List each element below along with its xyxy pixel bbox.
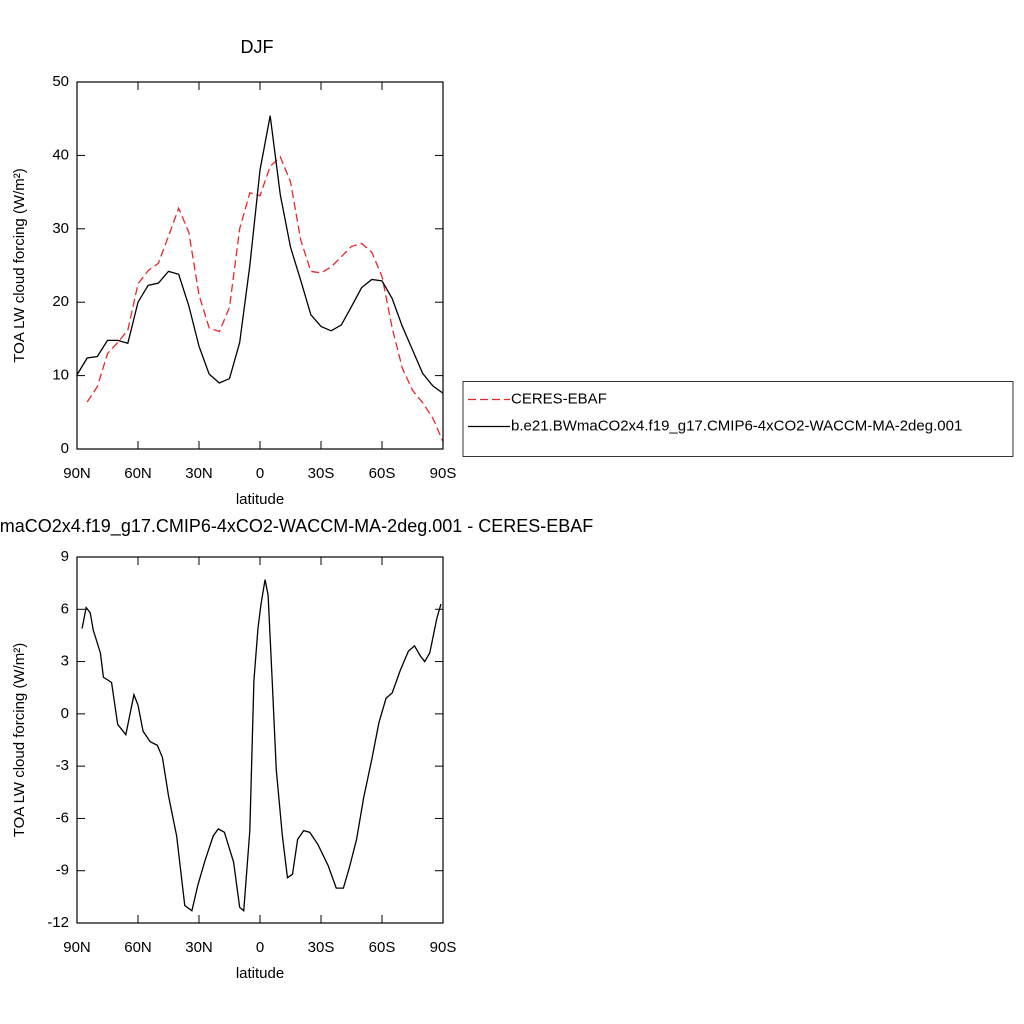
legend-label: b.e21.BWmaCO2x4.f19_g17.CMIP6-4xCO2-WACC… [511, 417, 962, 434]
x-tick-label: 60S [369, 465, 396, 482]
y-tick-label: 10 [52, 367, 69, 384]
y-tick-label: 6 [61, 600, 69, 617]
y-axis-label: TOA LW cloud forcing (W/m²) [11, 168, 28, 362]
plot-frame [76, 556, 444, 924]
y-tick-label: 9 [61, 548, 69, 565]
x-axis-label: latitude [236, 491, 284, 508]
y-tick-label: -3 [56, 757, 69, 774]
x-tick-label: 30N [185, 465, 213, 482]
y-axis-label: TOA LW cloud forcing (W/m²) [11, 643, 28, 837]
y-tick-label: -9 [56, 862, 69, 879]
y-tick-label: 0 [61, 705, 69, 722]
chart-title: b.e21.BWmaCO2x4.f19_g17.CMIP6-4xCO2-WACC… [0, 516, 593, 537]
x-tick-label: 30S [308, 465, 335, 482]
legend: CERES-EBAF b.e21.BWmaCO2x4.f19_g17.CMIP6-… [462, 381, 1014, 457]
x-axis-label: latitude [236, 965, 284, 982]
x-tick-label: 90N [63, 939, 91, 956]
legend-label: CERES-EBAF [511, 390, 607, 407]
series-line [86, 155, 444, 442]
y-tick-label: 30 [52, 220, 69, 237]
legend-box [462, 381, 1014, 457]
y-tick-label: -12 [47, 914, 69, 931]
y-tick-label: 0 [61, 440, 69, 457]
y-tick-label: 3 [61, 653, 69, 670]
x-tick-label: 60N [124, 465, 152, 482]
x-tick-label: 0 [256, 939, 264, 956]
x-tick-label: 30S [308, 939, 335, 956]
x-tick-label: 60S [369, 939, 396, 956]
y-tick-label: 40 [52, 146, 69, 163]
series-line [76, 115, 444, 394]
series-line [81, 579, 442, 913]
x-tick-label: 60N [124, 939, 152, 956]
x-tick-label: 90S [430, 465, 457, 482]
x-tick-label: 90N [63, 465, 91, 482]
x-tick-label: 0 [256, 465, 264, 482]
chart-title: DJF [241, 37, 274, 57]
x-tick-label: 90S [430, 939, 457, 956]
plot-frame [76, 81, 444, 450]
y-tick-label: 50 [52, 73, 69, 90]
x-tick-label: 30N [185, 939, 213, 956]
y-tick-label: -6 [56, 809, 69, 826]
y-tick-label: 20 [52, 293, 69, 310]
